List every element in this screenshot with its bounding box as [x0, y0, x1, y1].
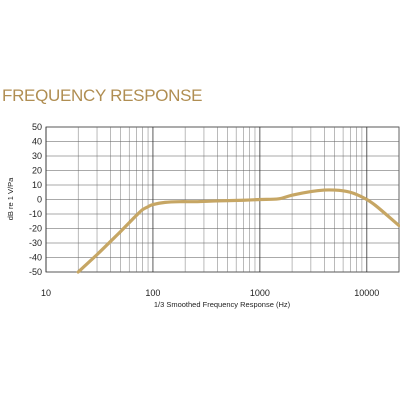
y-tick-label: 50: [32, 122, 42, 132]
x-tick-label: 100: [145, 288, 160, 298]
x-tick-label: 10000: [354, 288, 379, 298]
section-heading: FREQUENCY RESPONSE: [2, 86, 203, 105]
x-tick-label: 1000: [250, 288, 270, 298]
y-tick-label: -40: [29, 253, 42, 263]
chart-grid: [45, 126, 400, 273]
y-tick-label: 40: [32, 137, 42, 147]
chart-series: [76, 188, 400, 274]
response-curve: [76, 188, 400, 274]
y-tick-label: -10: [29, 209, 42, 219]
y-tick-label: -30: [29, 238, 42, 248]
x-tick-label: 10: [41, 288, 51, 298]
y-axis-label: dB re 1 V/Pa: [6, 177, 15, 220]
y-tick-label: 10: [32, 180, 42, 190]
y-tick-label: 0: [37, 195, 42, 205]
x-axis-label: 1/3 Smoothed Frequency Response (Hz): [154, 300, 291, 309]
y-tick-label: -20: [29, 224, 42, 234]
y-tick-label: 20: [32, 166, 42, 176]
y-tick-label: -50: [29, 267, 42, 277]
y-tick-label: 30: [32, 151, 42, 161]
